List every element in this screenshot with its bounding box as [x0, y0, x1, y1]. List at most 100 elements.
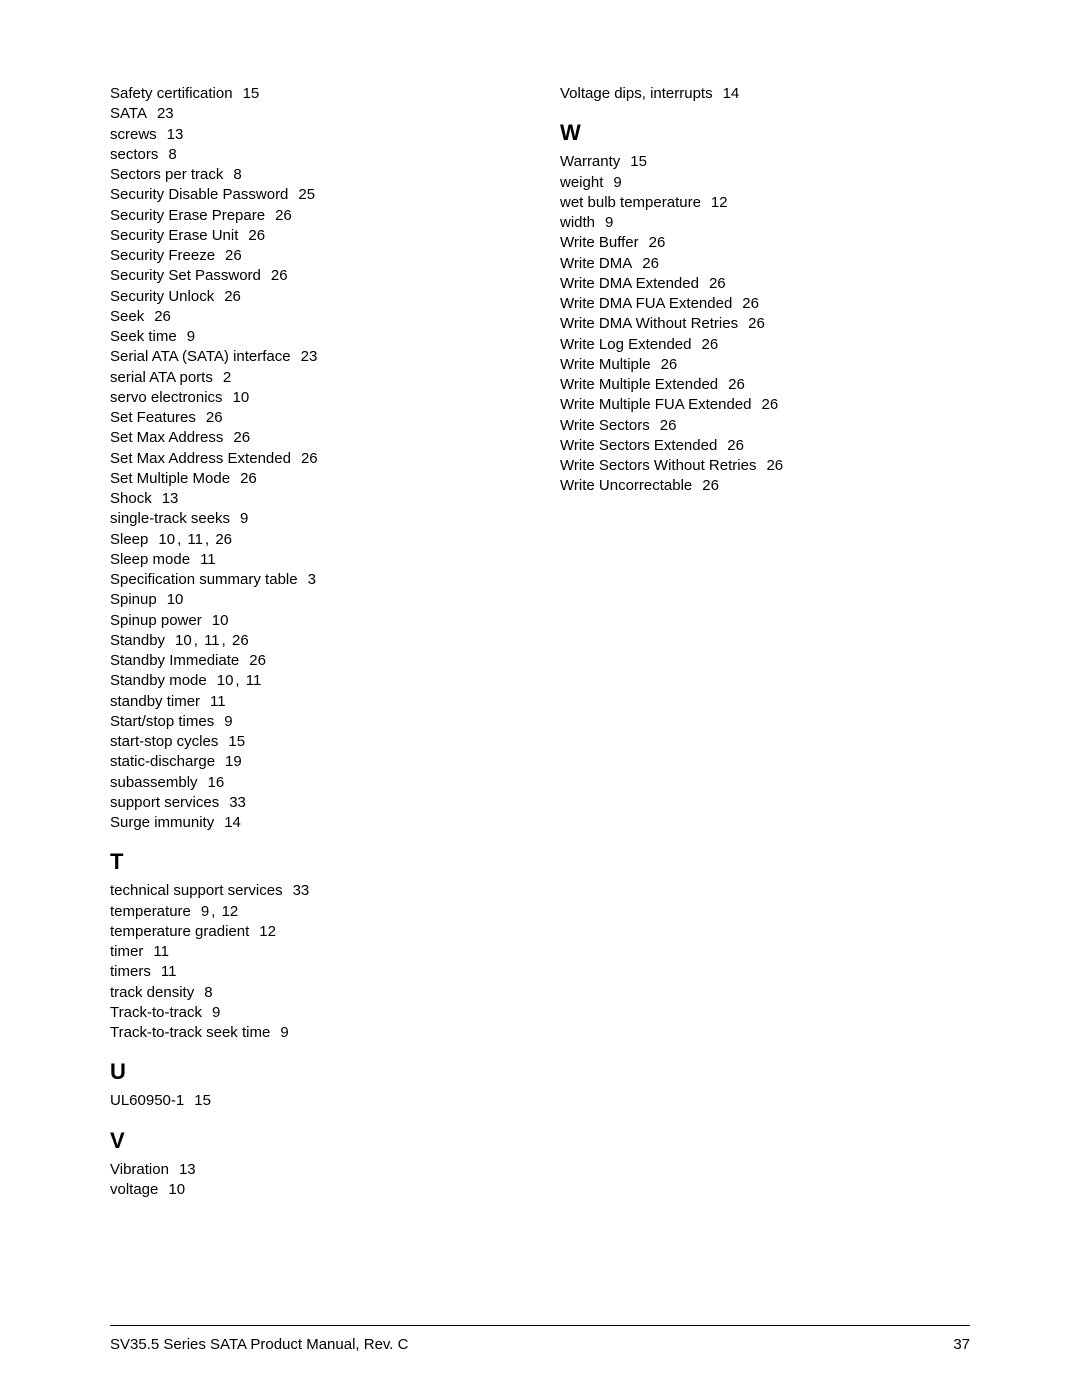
- index-page-ref[interactable]: 9: [201, 903, 209, 920]
- index-page-ref[interactable]: 26: [701, 336, 718, 353]
- index-pages: 26: [661, 356, 678, 373]
- index-page-ref[interactable]: 8: [204, 984, 212, 1001]
- index-page-ref[interactable]: 26: [224, 288, 241, 305]
- index-page-ref[interactable]: 11: [200, 551, 216, 568]
- index-page-ref[interactable]: 9: [224, 713, 232, 730]
- index-page-ref[interactable]: 8: [233, 166, 241, 183]
- index-page-ref[interactable]: 26: [233, 429, 250, 446]
- index-pages: 13: [162, 490, 179, 507]
- index-page-ref[interactable]: 9: [605, 214, 613, 231]
- index-term: voltage: [110, 1181, 158, 1198]
- index-page-ref[interactable]: 12: [711, 194, 728, 211]
- index-page-ref[interactable]: 26: [225, 247, 242, 264]
- index-term: standby timer: [110, 693, 200, 710]
- index-page-ref[interactable]: 11: [161, 963, 177, 980]
- index-page-ref[interactable]: 23: [157, 105, 174, 122]
- index-pages: 14: [723, 85, 740, 102]
- index-term: track density: [110, 984, 194, 1001]
- index-term: technical support services: [110, 882, 283, 899]
- index-page-ref[interactable]: 10: [168, 1181, 185, 1198]
- index-page-ref[interactable]: 13: [167, 126, 184, 143]
- index-page-ref[interactable]: 26: [240, 470, 257, 487]
- index-pages: 9: [280, 1024, 288, 1041]
- index-page-ref[interactable]: 26: [702, 477, 719, 494]
- index-page-ref[interactable]: 33: [293, 882, 310, 899]
- index-page-ref[interactable]: 10: [212, 612, 229, 629]
- index-page-ref[interactable]: 15: [243, 85, 260, 102]
- index-entry: Security Disable Password25: [110, 185, 520, 205]
- index-page-ref[interactable]: 26: [661, 356, 678, 373]
- index-page-ref[interactable]: 11: [153, 943, 169, 960]
- index-page-ref[interactable]: 26: [249, 652, 266, 669]
- index-page-ref[interactable]: 15: [228, 733, 245, 750]
- index-page-ref[interactable]: 26: [766, 457, 783, 474]
- index-page-ref[interactable]: 15: [194, 1092, 211, 1109]
- index-page-ref[interactable]: 10: [233, 389, 250, 406]
- index-page-ref[interactable]: 19: [225, 753, 242, 770]
- index-pages: 15: [630, 153, 647, 170]
- index-page-ref[interactable]: 9: [613, 174, 621, 191]
- index-page-ref[interactable]: 2: [223, 369, 231, 386]
- index-page-ref[interactable]: 9: [187, 328, 195, 345]
- index-page-ref[interactable]: 26: [660, 417, 677, 434]
- index-page-ref[interactable]: 15: [630, 153, 647, 170]
- index-pages: 14: [224, 814, 241, 831]
- index-page-ref[interactable]: 16: [208, 774, 225, 791]
- index-page-separator: ,: [235, 672, 243, 689]
- index-page-ref[interactable]: 26: [154, 308, 171, 325]
- index-page-ref[interactable]: 23: [301, 348, 318, 365]
- index-term: support services: [110, 794, 219, 811]
- index-page-ref[interactable]: 11: [246, 672, 262, 689]
- index-pages: 9: [224, 713, 232, 730]
- index-pages: 23: [157, 105, 174, 122]
- index-page-ref[interactable]: 13: [179, 1161, 196, 1178]
- index-page-ref[interactable]: 26: [206, 409, 223, 426]
- index-pages: 26: [154, 308, 171, 325]
- index-entry: Voltage dips, interrupts14: [560, 84, 970, 104]
- index-page-ref[interactable]: 3: [308, 571, 316, 588]
- index-page-ref[interactable]: 26: [727, 437, 744, 454]
- index-page-ref[interactable]: 26: [728, 376, 745, 393]
- index-page-ref[interactable]: 11: [204, 632, 220, 649]
- index-term: Vibration: [110, 1161, 169, 1178]
- index-page-ref[interactable]: 10: [217, 672, 234, 689]
- index-entry: Write Sectors Without Retries26: [560, 456, 970, 476]
- index-page-ref[interactable]: 10: [175, 632, 192, 649]
- index-page-ref[interactable]: 8: [168, 146, 176, 163]
- index-page-ref[interactable]: 26: [248, 227, 265, 244]
- index-page-ref[interactable]: 33: [229, 794, 246, 811]
- index-page-ref[interactable]: 12: [259, 923, 276, 940]
- index-page-ref[interactable]: 14: [723, 85, 740, 102]
- index-page-ref[interactable]: 13: [162, 490, 179, 507]
- index-page-ref[interactable]: 26: [649, 234, 666, 251]
- index-page-separator: ,: [222, 632, 230, 649]
- index-page-ref[interactable]: 26: [761, 396, 778, 413]
- index-page-ref[interactable]: 9: [240, 510, 248, 527]
- index-term: width: [560, 214, 595, 231]
- index-page-ref[interactable]: 26: [215, 531, 232, 548]
- index-page-ref[interactable]: 26: [742, 295, 759, 312]
- index-page-ref[interactable]: 14: [224, 814, 241, 831]
- index-page-ref[interactable]: 12: [222, 903, 239, 920]
- index-page-ref[interactable]: 26: [301, 450, 318, 467]
- index-page-ref[interactable]: 26: [642, 255, 659, 272]
- index-page-ref[interactable]: 26: [271, 267, 288, 284]
- index-page-ref[interactable]: 10: [158, 531, 175, 548]
- index-pages: 15: [243, 85, 260, 102]
- index-entry: Write Multiple26: [560, 355, 970, 375]
- index-page-ref[interactable]: 10: [167, 591, 184, 608]
- index-pages: 12: [711, 194, 728, 211]
- index-page-ref[interactable]: 26: [232, 632, 249, 649]
- index-term: Standby: [110, 632, 165, 649]
- index-entry: sectors8: [110, 145, 520, 165]
- index-page-ref[interactable]: 9: [280, 1024, 288, 1041]
- index-term: SATA: [110, 105, 147, 122]
- index-page-ref[interactable]: 25: [298, 186, 315, 203]
- index-page-ref[interactable]: 9: [212, 1004, 220, 1021]
- index-page-ref[interactable]: 11: [210, 693, 226, 710]
- index-term: Set Max Address: [110, 429, 223, 446]
- index-page-ref[interactable]: 26: [275, 207, 292, 224]
- index-page-ref[interactable]: 26: [748, 315, 765, 332]
- index-page-ref[interactable]: 11: [187, 531, 203, 548]
- index-page-ref[interactable]: 26: [709, 275, 726, 292]
